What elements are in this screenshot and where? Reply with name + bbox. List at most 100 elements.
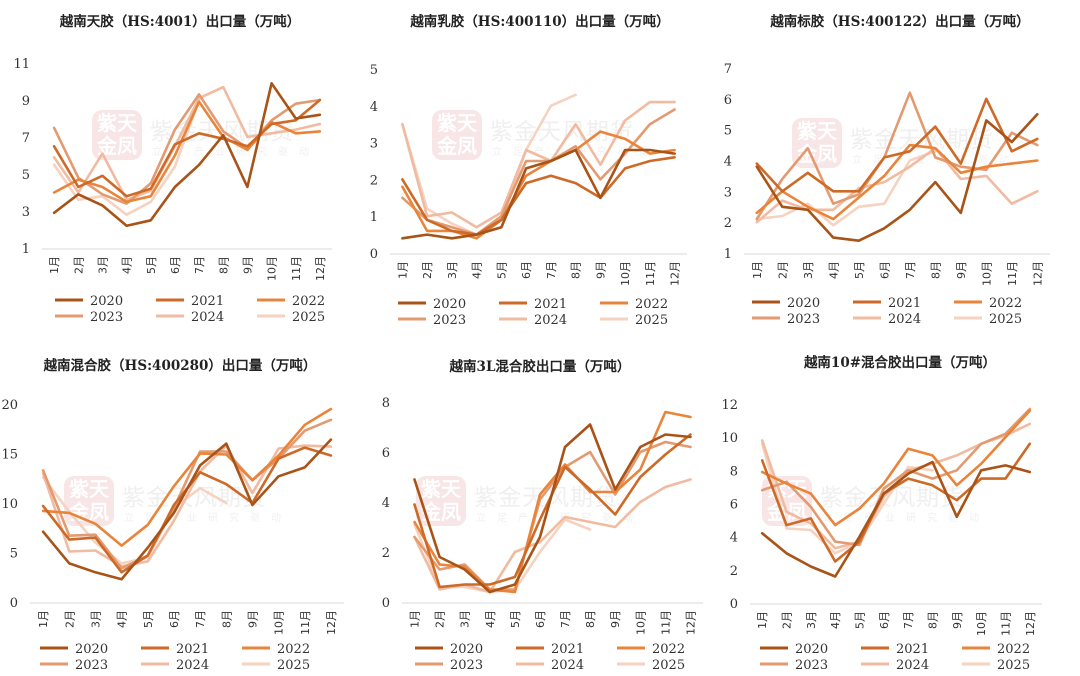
x-tick-label: 6月 [534, 610, 547, 628]
y-tick-label: 0 [730, 597, 738, 612]
series-line-2020 [413, 423, 692, 594]
legend-label: 2024 [888, 312, 921, 327]
x-tick-label: 1月 [756, 611, 769, 629]
legend-label: 2020 [450, 642, 483, 657]
x-tick-label: 5月 [854, 611, 867, 629]
legend-label: 2021 [534, 297, 567, 312]
legend-item-2020: 2020 [40, 642, 108, 657]
y-tick-label: 5 [10, 547, 18, 562]
x-tick-label: 4月 [471, 261, 484, 279]
x-tick-label: 8月 [220, 610, 233, 628]
x-tick-label: 8月 [929, 261, 942, 279]
series-line-2022 [401, 130, 676, 240]
x-tick-label: 3月 [96, 256, 109, 274]
legend-label: 2020 [75, 642, 108, 657]
x-tick-label: 11月 [1006, 261, 1019, 286]
series-line-2020 [41, 438, 333, 581]
y-tick-label: 15 [1, 448, 18, 463]
x-tick-label: 5月 [495, 261, 508, 279]
x-tick-label: 5月 [142, 610, 155, 628]
series-line-2022 [760, 409, 1032, 527]
x-tick-label: 4月 [829, 611, 842, 629]
legend-item-2023: 2023 [760, 658, 828, 673]
series-line-2025 [755, 150, 937, 227]
chart-panel-biaojiao: 越南标胶（HS:400122）出口量（万吨） 紫天金凤 紫金天风期货 立足产业研… [720, 0, 1080, 338]
x-tick-label: 11月 [644, 261, 657, 286]
legend-label: 2024 [896, 658, 929, 673]
legend-item-2021: 2021 [141, 642, 209, 657]
x-tick-label: 3月 [805, 611, 818, 629]
legend-item-2022: 2022 [962, 642, 1030, 657]
y-tick-label: 3 [370, 137, 378, 152]
legend-item-2025: 2025 [962, 658, 1030, 673]
y-tick-label: 6 [724, 93, 732, 108]
x-tick-label: 11月 [1000, 611, 1013, 636]
x-tick-label: 10月 [273, 610, 286, 635]
legend-label: 2022 [635, 297, 668, 312]
series-line-2025 [52, 98, 201, 216]
x-tick-label: 6月 [520, 261, 533, 279]
x-tick-label: 9月 [609, 610, 622, 628]
legend-item-2025: 2025 [242, 658, 310, 673]
legend-item-2023: 2023 [55, 310, 123, 325]
x-tick-label: 6月 [878, 261, 891, 279]
x-tick-label: 7月 [902, 611, 915, 629]
chart-title: 越南天胶（HS:4001）出口量（万吨） [59, 14, 301, 30]
y-tick-label: 10 [1, 497, 18, 512]
legend-item-2022: 2022 [954, 296, 1022, 311]
x-tick-label: 2月 [421, 261, 434, 279]
x-tick-label: 1月 [409, 610, 422, 628]
series-line-2023 [41, 418, 333, 570]
y-tick-label: 8 [382, 396, 390, 411]
legend-item-2020: 2020 [398, 297, 466, 312]
x-tick-label: 9月 [951, 611, 964, 629]
y-tick-label: 3 [724, 185, 732, 200]
y-tick-label: 4 [370, 100, 378, 115]
x-tick-label: 8月 [570, 261, 583, 279]
x-tick-label: 10月 [634, 610, 647, 635]
legend-label: 2024 [176, 658, 209, 673]
y-tick-label: 1 [22, 242, 30, 257]
x-tick-label: 9月 [955, 261, 968, 279]
legend-item-2024: 2024 [499, 313, 567, 328]
legend-item-2021: 2021 [156, 294, 224, 309]
chart-title: 越南乳胶（HS:400110）出口量（万吨） [410, 14, 670, 30]
y-tick-label: 4 [724, 155, 732, 170]
x-tick-label: 11月 [290, 256, 303, 281]
legend-item-2024: 2024 [861, 658, 929, 673]
y-tick-label: 0 [370, 247, 378, 262]
y-tick-label: 0 [10, 596, 18, 611]
x-tick-label: 7月 [545, 261, 558, 279]
x-tick-label: 12月 [669, 261, 682, 286]
x-tick-label: 1月 [396, 261, 409, 279]
x-tick-label: 10月 [980, 261, 993, 286]
y-tick-label: 3 [22, 205, 30, 220]
y-tick-label: 2 [730, 564, 738, 579]
line-chart-10hao: 0 2 4 6 8 10 12 1月 2月 3月 4月 5月 6月 7月 8月 9月 10月 11月 12月 2020… [721, 398, 1042, 673]
legend-label: 2023 [795, 658, 828, 673]
x-tick-label: 5月 [145, 256, 158, 274]
x-tick-label: 1月 [48, 256, 61, 274]
series-line-2020 [760, 460, 1032, 578]
x-tick-label: 4月 [484, 610, 497, 628]
x-tick-label: 4月 [121, 256, 134, 274]
legend-label: 2025 [635, 313, 668, 328]
legend-item-2022: 2022 [600, 297, 668, 312]
x-tick-label: 4月 [827, 261, 840, 279]
y-tick-label: 0 [382, 596, 390, 611]
legend-item-2021: 2021 [853, 296, 921, 311]
legend-item-2022: 2022 [617, 642, 685, 657]
chart-panel-rujiao: 越南乳胶（HS:400110）出口量（万吨） 紫天金凤 紫金天风期货 立足产业研… [360, 0, 720, 338]
x-tick-label: 2月 [434, 610, 447, 628]
legend-label: 2024 [551, 658, 584, 673]
y-tick-label: 6 [730, 498, 738, 513]
y-tick-label: 5 [22, 168, 30, 183]
series-line-2021 [401, 156, 676, 236]
y-tick-label: 1 [370, 210, 378, 225]
x-tick-label: 4月 [116, 610, 129, 628]
